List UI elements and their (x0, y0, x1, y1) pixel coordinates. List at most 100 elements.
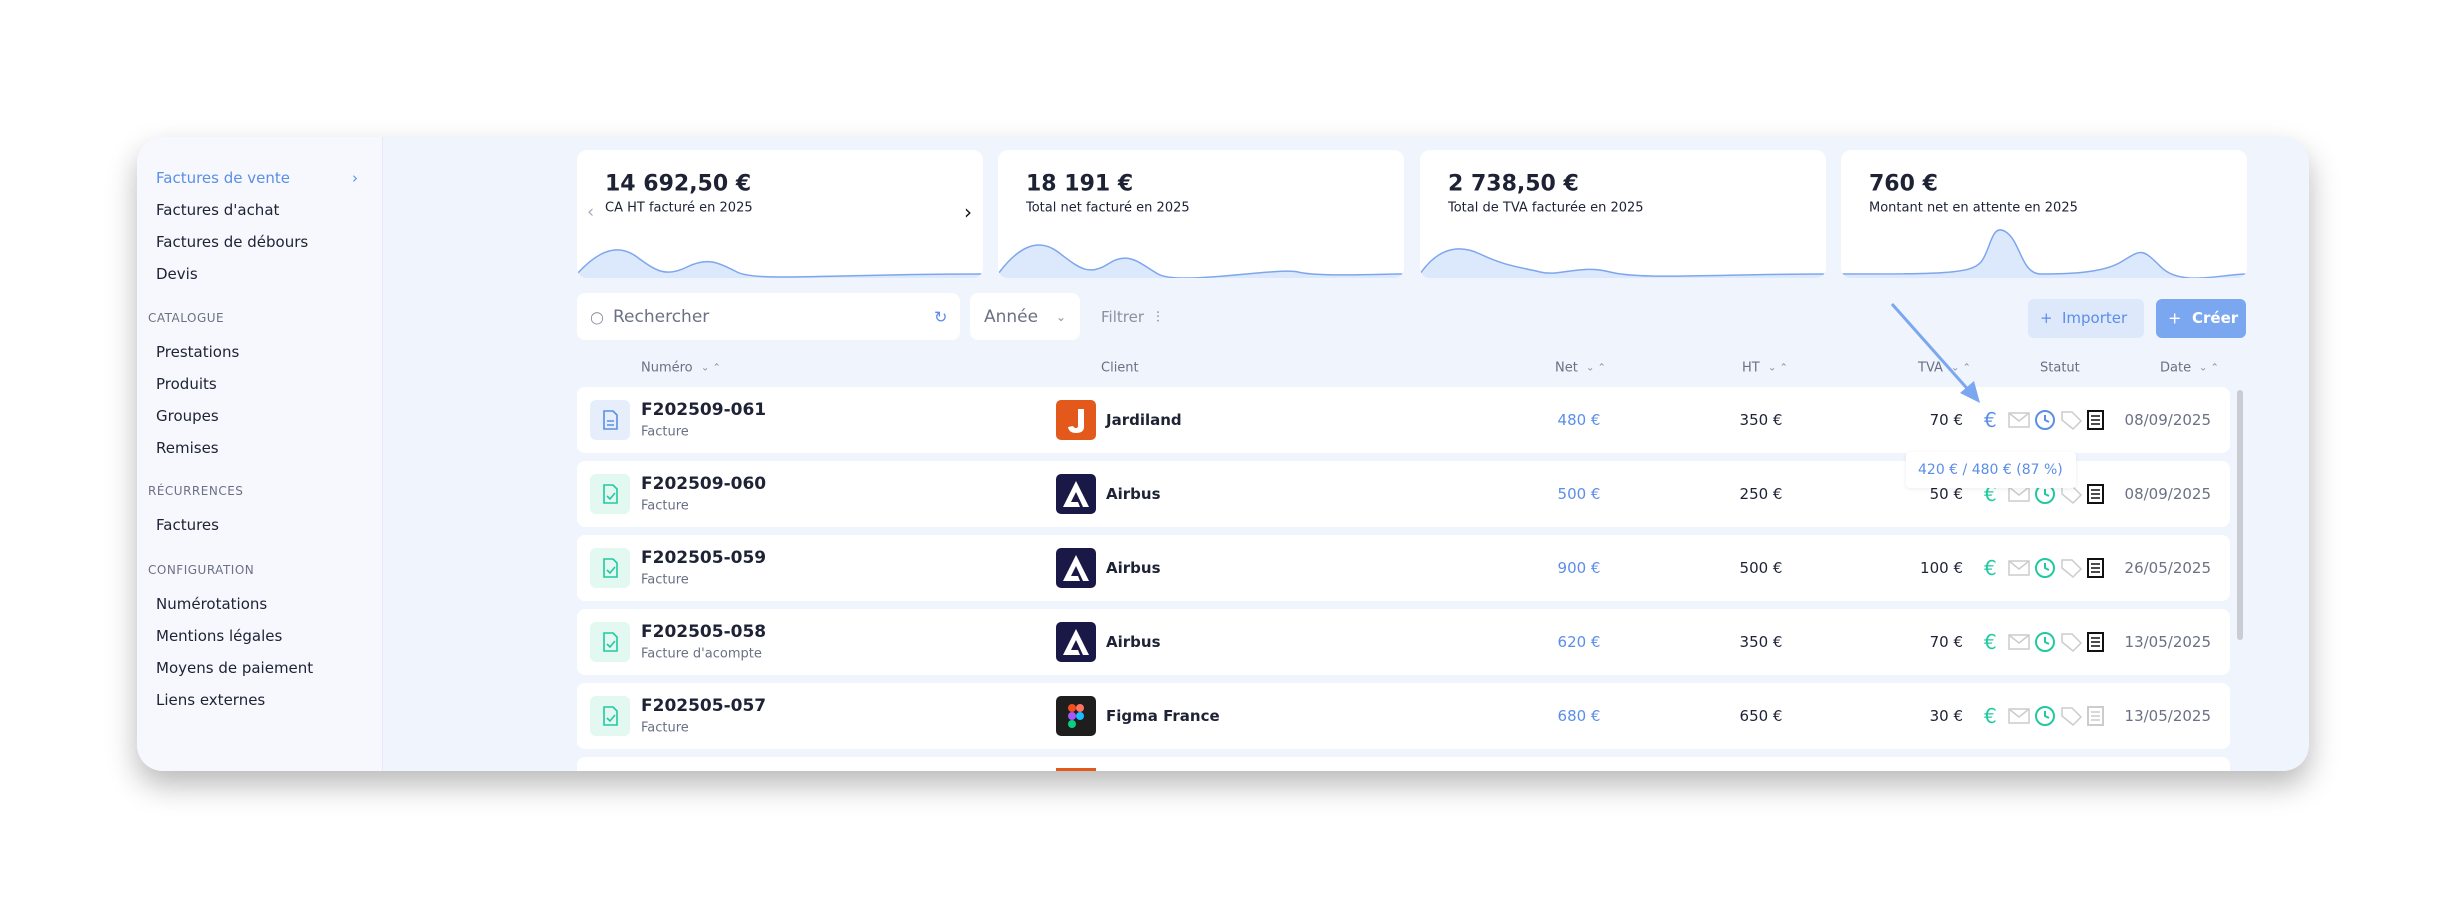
sidebar (137, 137, 383, 771)
clock-icon (2035, 410, 2055, 430)
column-header[interactable]: Numéro (641, 360, 693, 376)
sparkline (1420, 248, 1826, 278)
sidebar-item[interactable]: Devis (156, 265, 198, 283)
doc-outline (603, 410, 618, 430)
invoice-number: F202509-060 (641, 474, 767, 494)
logo (1056, 622, 1096, 662)
section-title: CONFIGURATION (148, 563, 255, 577)
next-arrow[interactable]: › (964, 200, 972, 224)
clock-icon (2035, 558, 2055, 578)
client-logo (1056, 622, 1096, 662)
invoice-date: 13/05/2025 (2124, 707, 2211, 725)
invoice-type: Facture (641, 720, 689, 736)
doc-icon (590, 696, 630, 736)
sidebar-item[interactable]: Factures (156, 516, 219, 534)
kpi-label: Montant net en attente en 2025 (1869, 200, 2078, 216)
table-row[interactable] (577, 683, 2230, 749)
search-box[interactable] (577, 293, 960, 340)
sidebar-item[interactable]: Factures de débours (156, 233, 309, 251)
tva-amount: 70 € (1929, 633, 1963, 651)
prev-arrow[interactable]: ‹ (587, 201, 595, 223)
sidebar-item[interactable]: Produits (156, 375, 217, 393)
kpi-label: Total de TVA facturée en 2025 (1448, 200, 1644, 216)
arrow-head (1960, 381, 1980, 403)
receipt-lines (2091, 711, 2100, 721)
invoice-date: 08/09/2025 (2124, 411, 2211, 429)
kpi-label: CA HT facturé en 2025 (605, 200, 753, 216)
sidebar-item[interactable]: Numérotations (156, 595, 268, 613)
doc-glyph (603, 558, 618, 578)
column-header[interactable]: Client (1101, 360, 1139, 376)
column-header[interactable]: TVA (1918, 360, 1943, 376)
logo-bg (1056, 548, 1096, 588)
clock-hands (2044, 489, 2050, 497)
receipt-icon (2087, 410, 2104, 430)
invoice-type: Facture (641, 572, 689, 588)
year-chevron: ⌄ (1056, 310, 1067, 324)
kpi-card (1420, 150, 1826, 278)
mail-flap (2008, 708, 2030, 718)
sidebar-item[interactable]: Groupes (156, 407, 219, 425)
logo (1056, 400, 1096, 440)
client-name: Figma France (1106, 707, 1220, 725)
invoice-date: 08/09/2025 (2124, 485, 2211, 503)
ht-amount: 350 € (1739, 633, 1783, 651)
receipt-icon (2087, 558, 2104, 578)
logo-bg (1056, 474, 1096, 514)
invoice-number: F202505-059 (641, 548, 767, 568)
sort-icon: ⌄ ⌃ (701, 362, 721, 374)
sidebar-item[interactable]: Liens externes (156, 691, 266, 709)
net-amount: 900 € (1557, 559, 1601, 577)
doc-line (606, 566, 616, 575)
invoice-date: 26/05/2025 (2124, 559, 2211, 577)
sidebar-item[interactable]: Moyens de paiement (156, 659, 314, 677)
filter-label[interactable]: Filtrer (1101, 308, 1144, 326)
sidebar-item[interactable]: Prestations (156, 343, 240, 361)
kpi-card (998, 150, 1404, 278)
invoice-type: Facture d'acompte (641, 646, 762, 662)
kpi-value: 18 191 € (1026, 171, 1134, 197)
import-button[interactable] (2028, 299, 2144, 338)
column-header[interactable]: Statut (2040, 360, 2080, 376)
logo (1056, 474, 1096, 514)
mail-flap (2008, 560, 2030, 570)
column-header[interactable]: HT (1742, 360, 1760, 376)
logo-dot (1076, 712, 1084, 720)
doc-line (606, 492, 616, 501)
sidebar-item[interactable]: Factures d'achat (156, 201, 280, 219)
sparkline-area (998, 245, 1404, 278)
table-row[interactable] (577, 609, 2230, 675)
client-logo (1056, 696, 1096, 736)
sidebar-item[interactable]: Factures de vente (156, 169, 290, 187)
sort-icon: ⌄ ⌃ (1586, 362, 1606, 374)
sidebar-item[interactable]: Remises (156, 439, 219, 457)
sparkline (1841, 229, 2247, 278)
sparkline-line (998, 244, 1404, 278)
column-header[interactable]: Date (2160, 360, 2192, 376)
doc-line (606, 640, 616, 649)
search-placeholder: Rechercher (613, 307, 710, 327)
client-logo (1056, 474, 1096, 514)
mail-icon (2008, 708, 2030, 724)
table-row[interactable] (577, 535, 2230, 601)
create-button[interactable] (2156, 299, 2246, 338)
invoice-number: F202505-058 (641, 622, 767, 642)
column-header[interactable]: Net (1555, 360, 1578, 376)
table-row[interactable] (577, 387, 2230, 453)
sort-icon: ⌄ ⌃ (2199, 362, 2219, 374)
doc-outline (603, 706, 618, 726)
doc-icon (590, 622, 630, 662)
kpi-value: 2 738,50 € (1448, 171, 1579, 197)
sparkline-area (1420, 248, 1826, 278)
search-icon: ○ (590, 307, 604, 327)
clock-hands (2044, 563, 2050, 571)
invoice-type: Facture (641, 498, 689, 514)
receipt-icon (2087, 706, 2104, 726)
sidebar-item[interactable]: Mentions légales (156, 627, 283, 645)
doc-outline (603, 632, 618, 652)
year-select[interactable] (970, 293, 1080, 340)
doc-line (607, 420, 614, 426)
tag-icon (2061, 559, 2083, 579)
doc-line (606, 714, 616, 723)
client-name: Airbus (1106, 633, 1161, 651)
